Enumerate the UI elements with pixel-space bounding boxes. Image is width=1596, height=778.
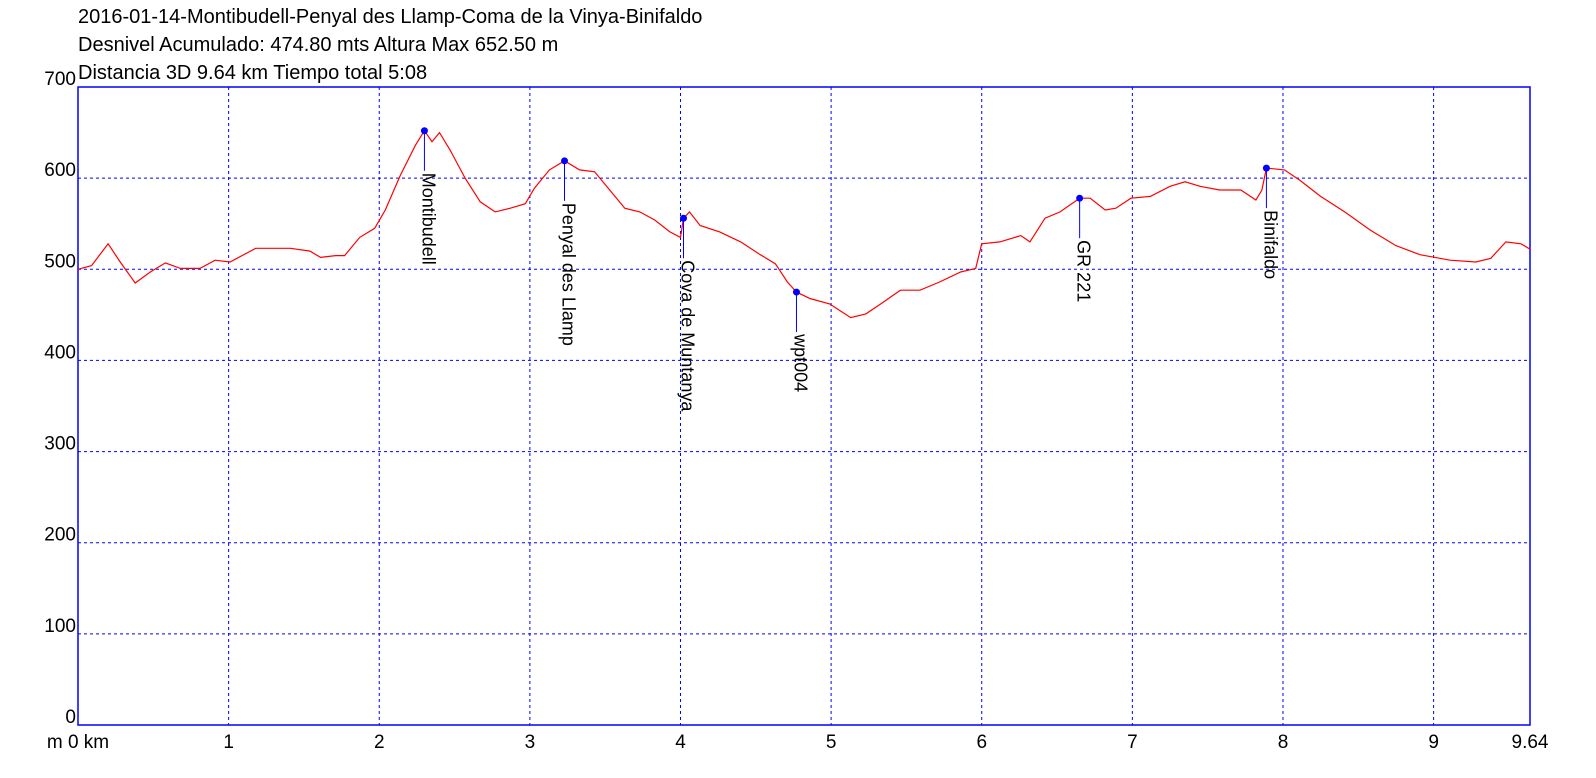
y-tick-label: 300 xyxy=(44,434,76,455)
title-line: 2016-01-14-Montibudell-Penyal des Llamp-… xyxy=(78,6,702,28)
waypoint-marker xyxy=(561,157,569,165)
waypoint-marker xyxy=(1262,164,1270,172)
waypoint-label: Cova de Muntanya xyxy=(678,260,698,412)
x-tick-label: 9.64 xyxy=(1512,732,1549,753)
title-line: Distancia 3D 9.64 km Tiempo total 5:08 xyxy=(78,62,427,84)
y-tick-label: 500 xyxy=(44,251,76,272)
waypoint-label: wpt004 xyxy=(790,333,810,392)
y-tick-label: 400 xyxy=(44,342,76,363)
waypoint-label: Montibudell xyxy=(418,173,438,265)
waypoint-marker xyxy=(680,214,688,222)
x-tick-label: 4 xyxy=(675,732,686,753)
y-tick-label: 600 xyxy=(44,160,76,181)
elevation-line xyxy=(77,129,1531,319)
x-tick-label: 1 xyxy=(223,732,234,753)
waypoint-marker xyxy=(792,288,800,296)
x-tick-label: 8 xyxy=(1278,732,1289,753)
waypoint-label: GR 221 xyxy=(1074,240,1094,302)
x-tick-label: m 0 km xyxy=(47,732,109,753)
plot-frame xyxy=(77,86,1531,726)
waypoint-marker xyxy=(1076,194,1084,202)
y-tick-label: 100 xyxy=(44,616,76,637)
x-tick-label: 3 xyxy=(525,732,536,753)
x-tick-label: 5 xyxy=(826,732,837,753)
y-tick-label: 700 xyxy=(44,69,76,90)
y-tick-label: 0 xyxy=(65,707,76,728)
waypoint-label: Penyal des Llamp xyxy=(559,203,579,346)
waypoint-label: Binifaldo xyxy=(1260,210,1280,279)
y-tick-label: 200 xyxy=(44,525,76,546)
x-tick-label: 9 xyxy=(1428,732,1439,753)
x-tick-label: 6 xyxy=(976,732,987,753)
x-tick-label: 7 xyxy=(1127,732,1138,753)
title-line: Desnivel Acumulado: 474.80 mts Altura Ma… xyxy=(78,34,558,56)
waypoint-marker xyxy=(420,127,428,135)
x-tick-label: 2 xyxy=(374,732,385,753)
